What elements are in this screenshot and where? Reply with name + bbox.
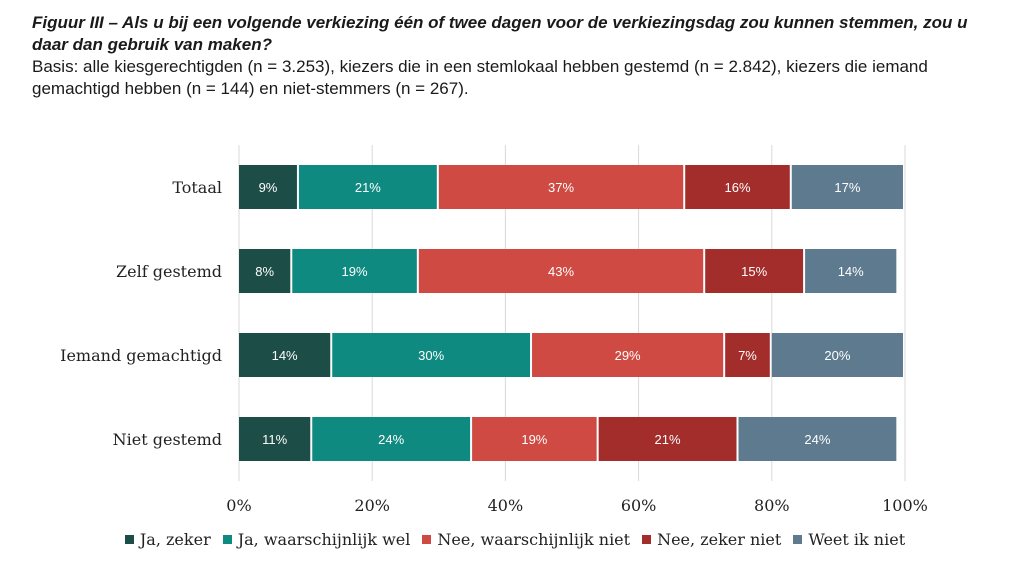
bar-segment (805, 249, 897, 293)
legend-label: Ja, zeker (139, 530, 211, 549)
data-label: 21% (355, 180, 381, 195)
bar-segment (239, 417, 311, 461)
x-tick-label: 40% (488, 496, 524, 515)
bar-segment (239, 165, 297, 209)
bar-segment (725, 333, 770, 377)
data-label: 11% (262, 432, 287, 447)
legend-label: Nee, zeker niet (657, 530, 782, 549)
category-labels: Totaal Zelf gestemd Iemand gemachtigd Niet … (60, 178, 222, 449)
category-label: Zelf gestemd (116, 262, 222, 281)
data-label: 43% (548, 264, 574, 279)
bar-row: 9% 21% 37% 16% 17% (239, 165, 903, 209)
legend-swatch (422, 535, 432, 544)
bar-segment (685, 165, 790, 209)
bar-segment (298, 165, 437, 209)
data-label: 9% (259, 180, 278, 195)
data-label: 8% (255, 264, 274, 279)
bar-row: 8% 19% 43% 15% 14% (239, 249, 897, 293)
data-label: 17% (834, 180, 860, 195)
bar-segment (472, 417, 597, 461)
legend-label: Nee, waarschijnlijk niet (437, 530, 631, 549)
bar-segment (239, 249, 291, 293)
chart-subtitle: Basis: alle kiesgerechtigden (n = 3.253)… (32, 57, 928, 98)
bar-segment (292, 249, 417, 293)
x-tick-labels: 0% 20% 40% 60% 80% 100% (226, 496, 928, 515)
x-tick-label: 100% (882, 496, 928, 515)
category-label: Iemand gemachtigd (60, 346, 222, 365)
bar-row: 11% 24% 19% 21% 24% (239, 417, 897, 461)
bar-segment (598, 417, 737, 461)
data-label: 16% (724, 180, 750, 195)
legend-label: Weet ik niet (808, 530, 906, 549)
bar-segment (332, 333, 531, 377)
data-label: 37% (548, 180, 574, 195)
data-label: 19% (342, 264, 368, 279)
legend-swatch (222, 535, 232, 544)
bar-segment (239, 333, 331, 377)
legend: Ja, zeker Ja, waarschijnlijk wel Nee, waar… (0, 530, 1030, 549)
bar-segment (705, 249, 804, 293)
data-label: 21% (655, 432, 681, 447)
bar-segment (738, 417, 897, 461)
legend-item: Ja, waarschijnlijk wel (222, 530, 411, 549)
bar-segment (438, 165, 684, 209)
legend-item: Nee, waarschijnlijk niet (422, 530, 630, 549)
legend-swatch (793, 535, 803, 544)
bar-segment (418, 249, 704, 293)
x-tick-label: 80% (754, 496, 790, 515)
data-label: 14% (272, 348, 298, 363)
legend-swatch (642, 535, 652, 544)
stacked-bar-chart: 9% 21% 37% 16% 17% 8% 19% 43% 15% 14% 14% 30% 29% 7% 2… (60, 145, 928, 515)
legend-swatch (124, 535, 134, 544)
category-label: Niet gestemd (113, 430, 222, 449)
data-label: 15% (741, 264, 767, 279)
data-label: 24% (378, 432, 404, 447)
bar-segment (532, 333, 724, 377)
data-label: 29% (615, 348, 641, 363)
legend-item: Weet ik niet (793, 530, 905, 549)
data-label: 30% (418, 348, 444, 363)
legend-item: Ja, zeker (124, 530, 211, 549)
category-label: Totaal (172, 178, 222, 197)
x-tick-label: 20% (354, 496, 390, 515)
bar-row: 14% 30% 29% 7% 20% (239, 333, 903, 377)
x-tick-label: 0% (226, 496, 251, 515)
data-label: 7% (738, 348, 757, 363)
legend-item: Nee, zeker niet (642, 530, 781, 549)
data-label: 24% (804, 432, 830, 447)
bar-segment (312, 417, 471, 461)
bar-segment (791, 165, 903, 209)
chart-title: Figuur III – Als u bij een volgende verk… (32, 13, 968, 54)
data-label: 14% (838, 264, 864, 279)
bars: 9% 21% 37% 16% 17% 8% 19% 43% 15% 14% 14% 30% 29% 7% 2… (239, 165, 903, 461)
legend-label: Ja, waarschijnlijk wel (237, 530, 411, 549)
bar-segment (771, 333, 903, 377)
data-label: 19% (521, 432, 547, 447)
data-label: 20% (824, 348, 850, 363)
x-tick-label: 60% (621, 496, 657, 515)
chart-header: Figuur III – Als u bij een volgende verk… (32, 12, 992, 100)
